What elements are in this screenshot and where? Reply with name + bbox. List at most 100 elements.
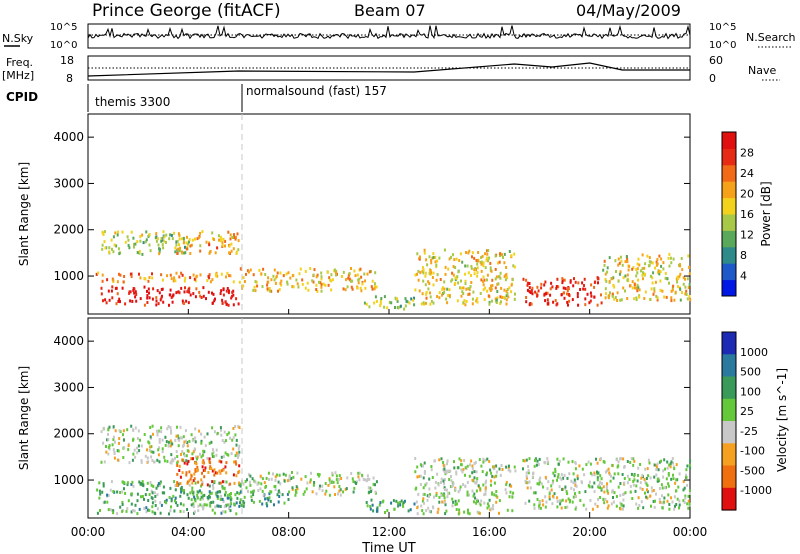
heatmap-cell (664, 276, 667, 280)
heatmap-cell (568, 472, 571, 476)
heatmap-cell (448, 294, 451, 297)
heatmap-cell (177, 434, 180, 438)
heatmap-cell (549, 287, 552, 291)
heatmap-cell (631, 267, 634, 271)
x-tick-label: 16:00 (472, 525, 507, 539)
heatmap-cell (179, 509, 182, 513)
heatmap-cell (226, 503, 229, 507)
heatmap-cell (367, 486, 370, 490)
heatmap-cell (336, 481, 339, 485)
colorbar-tick-label: 4 (740, 270, 747, 283)
heatmap-cell (496, 282, 499, 286)
heatmap-cell (673, 298, 676, 302)
heatmap-cell (423, 492, 426, 496)
heatmap-cell (206, 432, 209, 436)
heatmap-cell (399, 501, 402, 504)
heatmap-cell (331, 278, 334, 282)
heatmap-cell (475, 501, 478, 505)
heatmap-cell (626, 297, 629, 300)
heatmap-cell (207, 471, 210, 474)
heatmap-cell (638, 504, 641, 507)
heatmap-cell (174, 250, 177, 254)
heatmap-cell (201, 482, 204, 486)
heatmap-cell (107, 289, 110, 293)
heatmap-cell (192, 292, 195, 296)
heatmap-cell (184, 276, 187, 280)
heatmap-cell (648, 256, 651, 260)
heatmap-cell (507, 295, 510, 299)
heatmap-cell (447, 267, 450, 271)
heatmap-cell (656, 477, 659, 481)
heatmap-cell (229, 509, 232, 513)
heatmap-cell (208, 467, 211, 470)
heatmap-cell (631, 286, 634, 290)
heatmap-cell (155, 299, 158, 303)
heatmap-cell (299, 267, 302, 271)
heatmap-cell (495, 298, 498, 302)
heatmap-cell (567, 303, 569, 307)
heatmap-cell (350, 267, 352, 270)
heatmap-cell (130, 275, 133, 278)
heatmap-cell (496, 290, 499, 293)
heatmap-cell (210, 501, 213, 504)
heatmap-cell (495, 474, 498, 478)
heatmap-cell (523, 459, 526, 463)
heatmap-cell (230, 296, 233, 300)
heatmap-cell (130, 502, 133, 506)
heatmap-cell (229, 436, 232, 440)
heatmap-cell (218, 469, 221, 473)
heatmap-cell (358, 478, 361, 482)
heatmap-cell (184, 245, 186, 249)
heatmap-cell (220, 237, 223, 241)
heatmap-cell (220, 433, 223, 437)
heatmap-cell (170, 429, 172, 433)
heatmap-cell (429, 291, 431, 295)
heatmap-cell (467, 287, 470, 291)
heatmap-cell (159, 511, 162, 515)
heatmap-cell (102, 299, 104, 303)
heatmap-cell (625, 255, 628, 258)
heatmap-cell (668, 252, 671, 256)
colorbar-tick-label: 28 (740, 147, 754, 160)
heatmap-cell (182, 503, 185, 507)
heatmap-cell (534, 290, 537, 294)
heatmap-cell (200, 484, 203, 488)
freq-tick-top: 18 (60, 54, 74, 67)
heatmap-cell (108, 425, 111, 429)
heatmap-cell (221, 480, 224, 484)
colorbar-tick-label: 25 (740, 405, 754, 418)
heatmap-cell (472, 290, 475, 294)
heatmap-cell (486, 273, 489, 277)
heatmap-cell (492, 504, 494, 508)
heatmap-cell (488, 302, 491, 306)
heatmap-cell (668, 264, 671, 268)
heatmap-cell (158, 460, 161, 464)
heatmap-cell (146, 481, 149, 485)
heatmap-cell (619, 457, 621, 461)
heatmap-cell (342, 287, 345, 291)
heatmap-cell (233, 233, 235, 237)
heatmap-cell (563, 278, 566, 282)
heatmap-cell (482, 288, 485, 292)
heatmap-cell (103, 500, 106, 504)
heatmap-cell (239, 498, 242, 502)
heatmap-cell (119, 300, 121, 304)
heatmap-cell (186, 290, 189, 294)
heatmap-cell (223, 440, 226, 444)
heatmap-cell (480, 262, 483, 266)
heatmap-cell (328, 493, 331, 497)
heatmap-cell (211, 301, 214, 305)
heatmap-cell (667, 493, 670, 497)
heatmap-cell (522, 467, 524, 471)
heatmap-cell (596, 504, 599, 508)
heatmap-cell (108, 246, 111, 250)
heatmap-cell (187, 242, 189, 246)
heatmap-cell (177, 232, 180, 236)
heatmap-cell (234, 460, 237, 464)
heatmap-cell (148, 508, 151, 512)
heatmap-cell (641, 474, 644, 477)
heatmap-cell (524, 501, 527, 505)
colorbar-tick-label: -25 (740, 425, 758, 438)
heatmap-cell (176, 239, 179, 243)
heatmap-cell (491, 278, 494, 282)
